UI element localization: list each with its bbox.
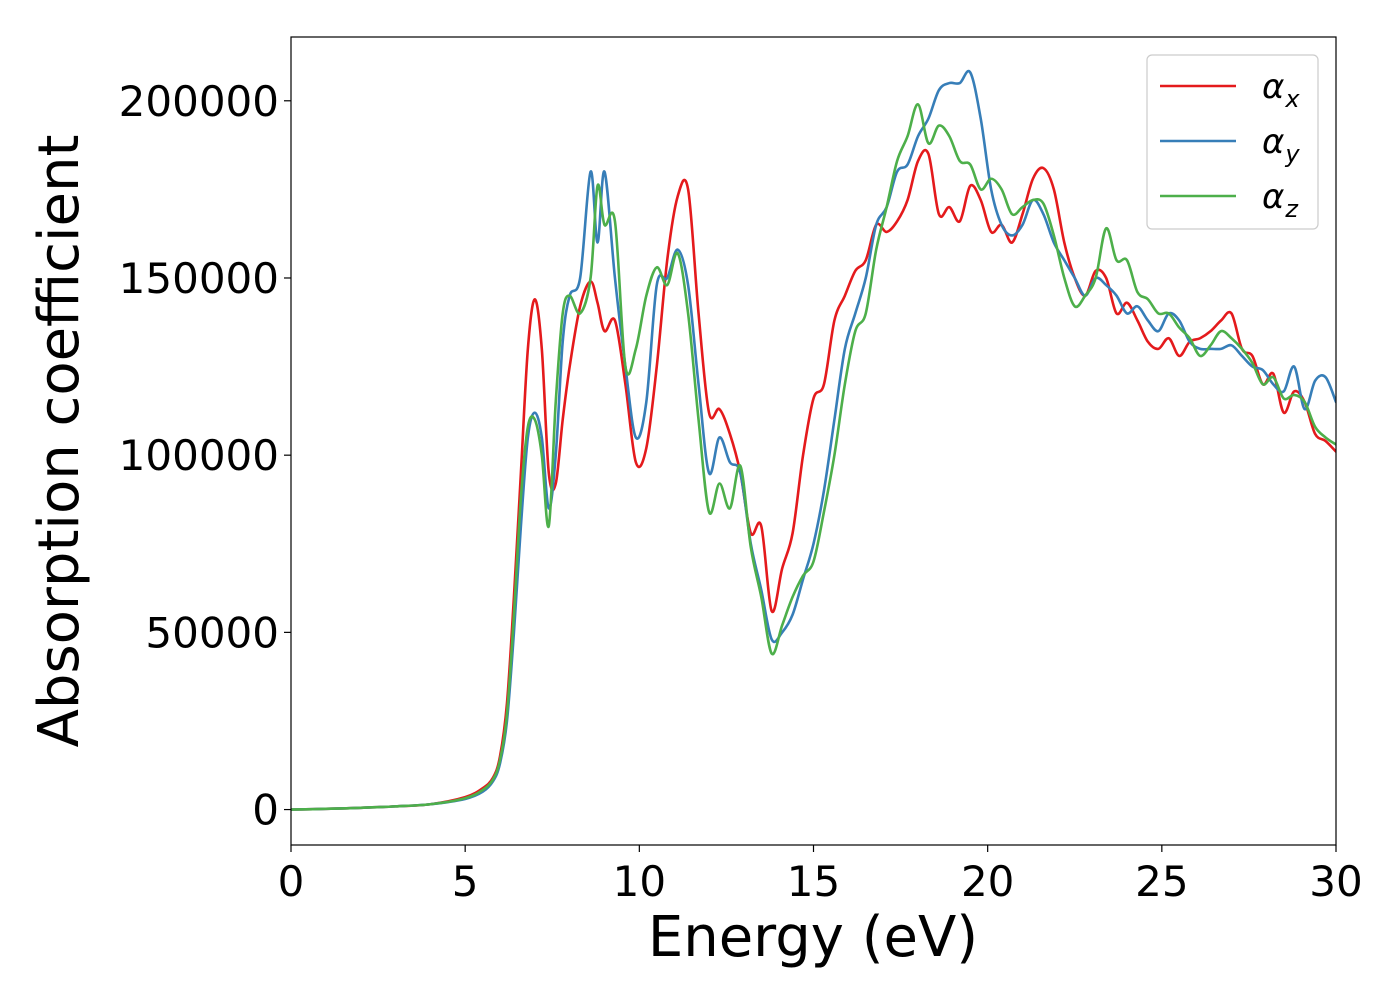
x-tick-label: 10 xyxy=(613,857,666,906)
y-tick-label: 0 xyxy=(252,786,279,835)
y-tick-label: 100000 xyxy=(119,431,279,480)
x-tick-label: 20 xyxy=(961,857,1014,906)
y-tick-label: 50000 xyxy=(145,608,279,657)
plot-lines xyxy=(291,69,1336,811)
y-axis-label: Absorption coefficient xyxy=(27,135,92,748)
series-line-z xyxy=(291,103,1336,811)
y-tick-label: 200000 xyxy=(119,77,279,126)
x-tick-label: 5 xyxy=(452,857,479,906)
x-tick-label: 25 xyxy=(1135,857,1188,906)
x-tick-label: 30 xyxy=(1309,857,1362,906)
x-axis-ticks: 0 5 10 15 20 25 30 xyxy=(278,845,1363,906)
legend-subscript: z xyxy=(1284,195,1299,223)
legend-label-x: αx xyxy=(1262,67,1300,113)
y-tick-label: 150000 xyxy=(119,254,279,303)
series-line-x xyxy=(291,148,1336,811)
y-axis-ticks: 0 50000 100000 150000 200000 xyxy=(119,77,291,835)
legend-subscript: x xyxy=(1284,85,1300,113)
legend-label-y: αy xyxy=(1262,122,1300,168)
x-axis-label: Energy (eV) xyxy=(648,905,978,970)
legend-subscript: y xyxy=(1284,140,1300,168)
x-tick-label: 15 xyxy=(787,857,840,906)
x-tick-label: 0 xyxy=(278,857,305,906)
